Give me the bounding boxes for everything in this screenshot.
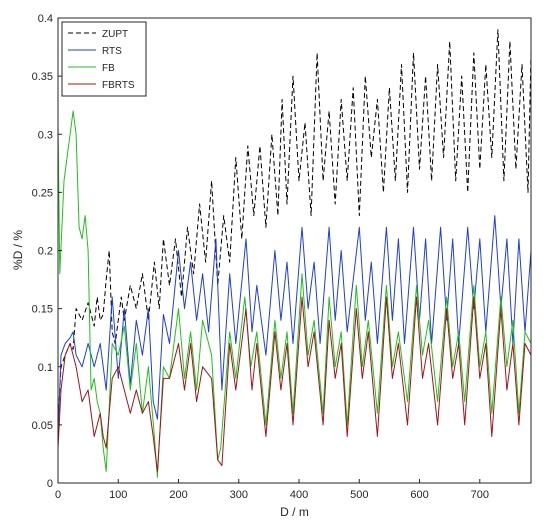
y-tick-label: 0.25: [32, 187, 53, 199]
legend-label-rts: RTS: [102, 46, 122, 57]
series-line-zupt: [58, 29, 531, 425]
y-tick-label: 0.1: [38, 362, 53, 374]
legend: ZUPT RTS FB FBRTS: [61, 21, 147, 97]
x-tick-label: 0: [55, 489, 61, 501]
y-tick-label: 0.2: [38, 246, 53, 258]
x-tick-label: 500: [350, 489, 368, 501]
legend-label-fbrts: FBRTS: [102, 80, 135, 91]
legend-label-fb: FB: [102, 63, 115, 74]
y-tick-label: 0.3: [38, 129, 53, 141]
x-tick-label: 100: [109, 489, 127, 501]
y-axis-label: %D / %: [11, 230, 25, 270]
x-tick-label: 400: [290, 489, 308, 501]
y-tick-label: 0.35: [32, 71, 53, 83]
y-tick-label: 0.15: [32, 304, 53, 316]
series-line-fbrts: [58, 296, 531, 472]
y-tick-label: 0.05: [32, 420, 53, 432]
x-tick-label: 300: [230, 489, 248, 501]
y-tick-label: 0: [47, 478, 53, 490]
y-tick-label: 0.4: [38, 13, 53, 25]
series-line-rts: [58, 215, 531, 437]
x-tick-label: 200: [169, 489, 187, 501]
x-tick-label: 700: [471, 489, 489, 501]
legend-label-zupt: ZUPT: [102, 29, 128, 40]
x-axis-label: D / m: [280, 505, 309, 519]
x-tick-label: 600: [410, 489, 428, 501]
